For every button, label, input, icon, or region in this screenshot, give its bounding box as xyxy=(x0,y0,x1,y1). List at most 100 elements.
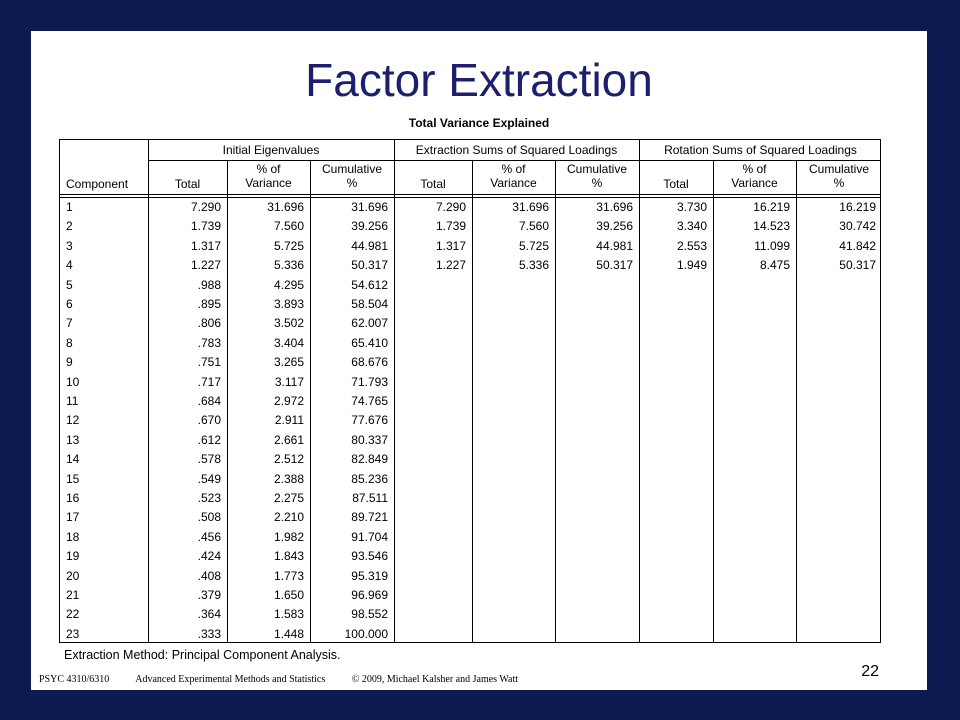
cell-initial-pct: 2.275 xyxy=(273,491,304,505)
cell-initial-cum: 80.337 xyxy=(351,432,388,447)
cell-initial-total: .408 xyxy=(197,568,221,583)
cell-rotation-cum: 30.742 xyxy=(839,219,876,234)
cell-component: 2 xyxy=(66,219,73,234)
cell-initial-cum: 77.676 xyxy=(351,413,388,428)
cell-initial-cum: 62.007 xyxy=(351,316,388,331)
cell-initial-pct: 31.696 xyxy=(267,200,304,214)
cell-initial-pct: 3.502 xyxy=(273,316,304,331)
table-row: 15 .549 2.388 85.236 xyxy=(60,470,880,489)
cell-initial-cum: 68.676 xyxy=(351,355,388,370)
cell-rotation-total: 2.553 xyxy=(676,238,707,253)
cell-component: 19 xyxy=(66,549,80,564)
cell-component: 7 xyxy=(66,316,73,331)
cell-initial-cum: 82.849 xyxy=(351,452,388,467)
cell-initial-pct: 2.210 xyxy=(273,510,304,525)
cell-rotation-total: 3.340 xyxy=(676,219,707,234)
cell-initial-pct: 1.982 xyxy=(273,529,304,544)
cell-initial-pct: 1.773 xyxy=(273,568,304,583)
cell-initial-total: 1.227 xyxy=(190,258,221,273)
cell-component: 1 xyxy=(66,200,73,214)
col-divider xyxy=(713,160,714,642)
cell-initial-pct: 2.388 xyxy=(273,471,304,486)
cell-initial-pct: 2.512 xyxy=(273,452,304,467)
cell-extraction-total: 1.227 xyxy=(435,258,466,273)
group-header-rotation: Rotation Sums of Squared Loadings xyxy=(664,143,857,157)
cell-component: 21 xyxy=(66,588,80,602)
cell-initial-cum: 39.256 xyxy=(351,219,388,234)
table-row: 5 .988 4.295 54.612 xyxy=(60,276,880,295)
cell-extraction-total: 1.739 xyxy=(435,219,466,234)
col-divider xyxy=(555,160,556,642)
footer-course-title: Advanced Experimental Methods and Statis… xyxy=(135,674,326,685)
cell-initial-pct: 1.448 xyxy=(273,626,304,641)
pct-header-line2: Variance xyxy=(490,176,537,190)
cell-rotation-pct: 8.475 xyxy=(759,258,790,273)
table-row: 2 1.739 7.560 39.256 1.739 7.560 39.256 3.340 14… xyxy=(60,217,880,236)
slide-footer: PSYC 4310/6310 Advanced Experimental Met… xyxy=(39,674,542,685)
cell-component: 8 xyxy=(66,335,73,350)
cell-extraction-cum: 31.696 xyxy=(596,200,633,214)
slide-title: Factor Extraction xyxy=(305,54,653,106)
cell-extraction-cum: 39.256 xyxy=(596,219,633,234)
table-row: 13 .612 2.661 80.337 xyxy=(60,431,880,450)
pct-header-line1: % of xyxy=(742,162,767,176)
cell-initial-cum: 74.765 xyxy=(351,394,388,408)
cell-initial-pct: 1.650 xyxy=(273,588,304,602)
table-row: 17 .508 2.210 89.721 xyxy=(60,508,880,527)
table-row: 21 .379 1.650 96.969 xyxy=(60,586,880,605)
slide: Factor Extraction Total Variance Explain… xyxy=(31,31,927,690)
cell-component: 20 xyxy=(66,568,80,583)
col-divider xyxy=(472,160,473,642)
cell-component: 16 xyxy=(66,491,80,505)
header-divider xyxy=(60,194,880,195)
cell-component: 22 xyxy=(66,607,80,622)
cum-header-line1: Cumulative xyxy=(321,162,383,176)
cell-initial-total: .364 xyxy=(197,607,221,622)
cell-extraction-cum: 50.317 xyxy=(596,258,633,273)
cell-initial-total: 7.290 xyxy=(190,200,221,214)
cell-component: 18 xyxy=(66,529,80,544)
cell-initial-pct: 5.336 xyxy=(273,258,304,273)
cell-initial-cum: 44.981 xyxy=(351,238,388,253)
table-row: 11 .684 2.972 74.765 xyxy=(60,392,880,411)
cell-initial-cum: 87.511 xyxy=(352,491,388,505)
cell-initial-cum: 98.552 xyxy=(351,607,388,622)
cell-initial-total: .333 xyxy=(197,626,221,641)
cell-initial-pct: 1.583 xyxy=(273,607,304,622)
col-divider xyxy=(227,160,228,642)
cell-initial-total: .806 xyxy=(197,316,221,331)
cell-initial-total: .670 xyxy=(197,413,221,428)
cell-initial-pct: 2.911 xyxy=(274,413,304,428)
cell-extraction-pct: 31.696 xyxy=(512,200,549,214)
cumulative-header: Cumulative% xyxy=(796,162,882,190)
cell-component: 11 xyxy=(66,394,79,408)
table-row: 4 1.227 5.336 50.317 1.227 5.336 50.317 1.949 8.… xyxy=(60,256,880,275)
cell-initial-pct: 7.560 xyxy=(273,219,304,234)
variance-table: Initial Eigenvalues Extraction Sums of S… xyxy=(59,139,881,643)
table-row: 6 .895 3.893 58.504 xyxy=(60,295,880,314)
table-row: 22 .364 1.583 98.552 xyxy=(60,605,880,624)
cell-extraction-pct: 7.560 xyxy=(518,219,549,234)
col-divider xyxy=(639,140,640,642)
col-divider xyxy=(796,160,797,642)
pct-header-line2: Variance xyxy=(731,176,778,190)
cell-initial-cum: 54.612 xyxy=(351,277,388,292)
cell-initial-cum: 89.721 xyxy=(351,510,388,525)
component-header: Component xyxy=(66,177,129,191)
cell-initial-pct: 4.295 xyxy=(273,277,304,292)
table-row: 9 .751 3.265 68.676 xyxy=(60,353,880,372)
footer-course: PSYC 4310/6310 xyxy=(39,674,110,685)
cumulative-header: Cumulative% xyxy=(555,162,639,190)
cell-component: 14 xyxy=(66,452,80,467)
cell-initial-total: .895 xyxy=(197,297,221,311)
cell-initial-total: .684 xyxy=(197,394,221,408)
cell-rotation-pct: 11.099 xyxy=(754,238,790,253)
cell-initial-pct: 3.893 xyxy=(273,297,304,311)
cell-initial-total: .424 xyxy=(197,549,221,564)
cell-component: 12 xyxy=(66,413,80,428)
table-row: 20 .408 1.773 95.319 xyxy=(60,567,880,586)
cell-initial-total: .612 xyxy=(197,432,221,447)
table-row: 18 .456 1.982 91.704 xyxy=(60,528,880,547)
cell-initial-pct: 1.843 xyxy=(273,549,304,564)
cell-rotation-cum: 41.842 xyxy=(839,238,876,253)
